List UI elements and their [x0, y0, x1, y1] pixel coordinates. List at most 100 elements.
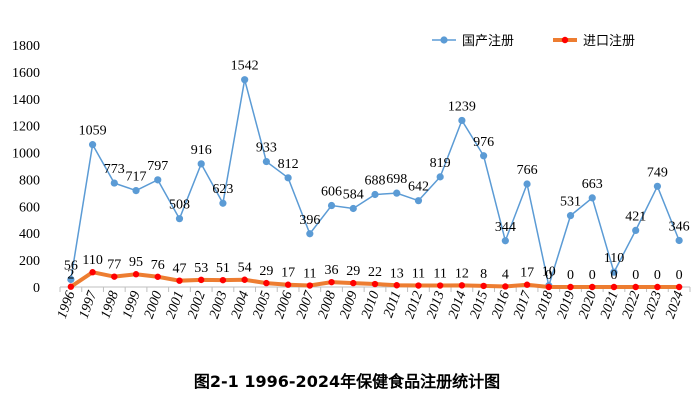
- import-point: [176, 277, 183, 284]
- import-data-label: 95: [129, 255, 143, 270]
- domestic-point: [349, 204, 357, 213]
- x-tick-label: 1998: [98, 289, 122, 320]
- x-tick-label: 2019: [555, 289, 579, 320]
- import-point: [523, 281, 531, 288]
- domestic-data-label: 421: [625, 209, 646, 224]
- legend: 国产注册 进口注册: [432, 34, 635, 49]
- domestic-data-label: 10: [542, 265, 556, 280]
- import-data-label: 110: [82, 253, 102, 268]
- domestic-data-label: 346: [669, 219, 690, 234]
- import-point: [589, 283, 596, 291]
- x-tick-label: 2020: [576, 289, 600, 320]
- import-data-label: 0: [545, 268, 552, 283]
- import-data-label: 4: [502, 267, 509, 282]
- import-data-label: 17: [520, 266, 534, 281]
- y-tick-label: 0: [33, 281, 40, 296]
- import-data-label: 8: [480, 267, 487, 282]
- x-tick-label: 2007: [294, 288, 318, 320]
- x-tick-label: 2012: [403, 289, 427, 320]
- import-point: [415, 282, 422, 289]
- domestic-data-label: 688: [365, 174, 386, 189]
- x-tick-label: 2001: [164, 289, 188, 320]
- domestic-data-label: 773: [104, 162, 125, 177]
- x-tick-label: 2017: [511, 288, 535, 320]
- import-data-label: 22: [368, 265, 382, 280]
- import-point: [263, 279, 270, 287]
- domestic-point: [306, 230, 314, 238]
- domestic-point: [67, 275, 75, 284]
- import-data-label: 13: [390, 266, 404, 281]
- x-tick-label: 2008: [316, 289, 340, 320]
- x-tick-label: 2006: [272, 289, 296, 320]
- import-data-label: 51: [216, 261, 230, 276]
- x-axis: 1996199719981999200020012002200320042005…: [55, 286, 691, 321]
- legend-label-import: 进口注册: [583, 34, 635, 49]
- domestic-point: [566, 212, 575, 220]
- domestic-data-label: 606: [321, 185, 342, 200]
- import-point: [436, 282, 444, 289]
- y-tick-label: 1800: [12, 39, 40, 54]
- import-data-label: 0: [676, 268, 683, 283]
- legend-label-domestic: 国产注册: [462, 34, 514, 49]
- domestic-data-label: 916: [191, 143, 212, 158]
- import-data-label: 0: [654, 268, 661, 283]
- domestic-data-label: 1239: [448, 99, 476, 114]
- y-axis: 0 200 400 600 800 1000 1200 1400 1600 1800: [12, 39, 40, 296]
- domestic-point: [523, 180, 531, 188]
- domestic-point: [132, 187, 140, 195]
- domestic-point: [675, 236, 683, 245]
- import-data-label: 11: [412, 267, 425, 282]
- import-data-label: 0: [567, 268, 574, 283]
- domestic-data-label: 1542: [231, 59, 259, 74]
- x-tick-label: 2010: [359, 289, 383, 320]
- domestic-data-label: 623: [212, 182, 233, 197]
- y-tick-label: 1600: [12, 66, 40, 81]
- import-point: [350, 279, 357, 287]
- domestic-data-label: 976: [473, 135, 494, 150]
- y-tick-label: 200: [19, 254, 40, 269]
- x-tick-label: 2015: [468, 289, 492, 320]
- y-tick-label: 1000: [12, 147, 40, 162]
- y-tick-label: 1400: [12, 93, 40, 108]
- import-data-label: 47: [172, 262, 186, 277]
- domestic-data-label: 642: [408, 180, 429, 195]
- domestic-point: [327, 201, 336, 210]
- domestic-data-label: 797: [147, 159, 168, 174]
- series-layer: [67, 76, 683, 291]
- domestic-data-label: 698: [386, 172, 407, 187]
- x-tick-label: 2005: [250, 289, 274, 320]
- x-tick-label: 2004: [229, 289, 253, 320]
- import-point: [306, 282, 314, 289]
- import-data-label: 53: [194, 261, 208, 276]
- x-tick-label: 2023: [642, 289, 666, 320]
- import-data-label: 11: [303, 267, 316, 282]
- x-tick-label: 1996: [55, 289, 79, 320]
- domestic-data-label: 531: [560, 195, 581, 210]
- import-data-label: 0: [610, 268, 617, 283]
- x-tick-label: 2000: [142, 289, 166, 320]
- import-data-label: 29: [346, 264, 360, 279]
- y-tick-label: 400: [19, 227, 40, 242]
- domestic-data-label: 344: [495, 220, 516, 235]
- import-point: [219, 276, 227, 284]
- data-labels: 5610597737177975089166231542933812396606…: [64, 59, 690, 283]
- import-data-label: 36: [325, 263, 339, 278]
- import-point: [371, 280, 379, 288]
- import-point: [241, 276, 248, 283]
- x-tick-label: 2011: [381, 289, 404, 319]
- import-point: [132, 271, 140, 278]
- domestic-point: [610, 268, 618, 276]
- domestic-point: [414, 197, 423, 205]
- domestic-point: [284, 174, 292, 182]
- import-point: [328, 278, 335, 286]
- x-tick-label: 2018: [533, 289, 557, 320]
- import-point: [632, 283, 639, 291]
- import-point: [480, 282, 487, 290]
- legend-marker-domestic: [440, 36, 448, 44]
- x-tick-label: 1997: [77, 288, 101, 320]
- domestic-data-label: 1059: [79, 124, 107, 139]
- x-tick-label: 2013: [424, 289, 448, 320]
- domestic-point: [154, 176, 162, 184]
- import-point: [545, 283, 552, 291]
- import-point: [198, 276, 205, 284]
